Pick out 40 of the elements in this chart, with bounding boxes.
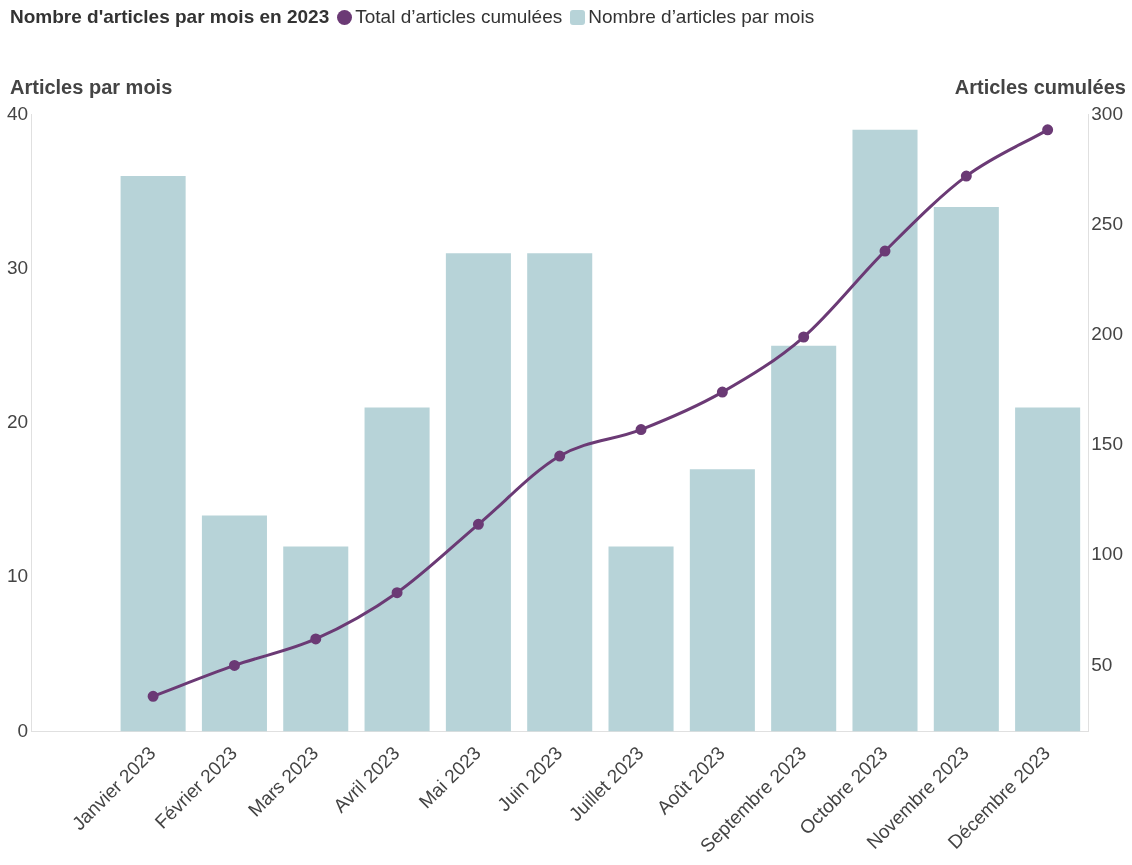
bar [689,469,755,732]
y-tick-label: 20 [6,411,29,433]
y-axis-title: Articles par mois [10,76,173,99]
point [798,331,810,343]
bar [120,176,186,732]
point [554,450,566,462]
bar [1015,407,1081,732]
y2-tick-label: 50 [1091,653,1113,675]
chart-title: Nombre d'articles par mois en 2023 [10,6,330,28]
point [879,245,891,257]
y-tick-label: 30 [6,256,29,278]
legend-label: Total d’articles cumulées [355,6,563,28]
y-tick-label: 40 [6,102,29,124]
y2-tick-label: 300 [1091,102,1123,124]
bar [445,253,511,732]
bar [852,129,918,732]
y2-tick-label: 150 [1091,433,1123,455]
bar [283,546,349,732]
y2-tick-label: 200 [1091,323,1123,345]
bar [201,515,267,732]
legend-label: Nombre d’articles par mois [588,6,815,28]
y2-axis-title: Articles cumulées [954,76,1126,99]
y-tick-label: 10 [6,565,29,587]
point [310,633,322,645]
point [1042,124,1054,136]
point [960,170,972,182]
point [716,386,728,398]
point [635,424,647,436]
y2-tick-label: 100 [1091,543,1123,565]
bar [527,253,593,732]
point [472,518,484,530]
bar [933,206,999,732]
bar [771,345,837,732]
point [391,587,403,599]
y2-tick-label: 250 [1091,212,1123,234]
bar [364,407,430,732]
point [228,659,240,671]
y-tick-label: 0 [17,719,29,741]
bar [608,546,674,732]
point [147,690,159,702]
